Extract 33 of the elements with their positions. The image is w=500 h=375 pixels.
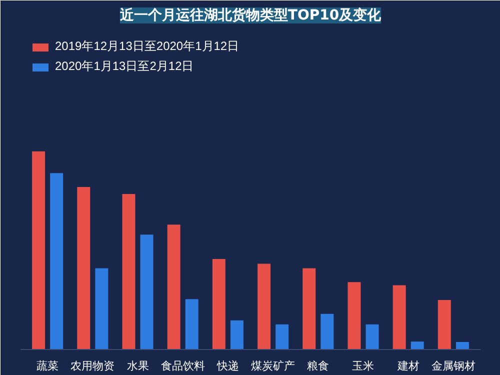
bar xyxy=(438,300,451,350)
bar xyxy=(320,314,334,350)
bar xyxy=(185,299,198,350)
x-tick-label: 玉米 xyxy=(352,360,374,372)
bar xyxy=(140,234,154,350)
bar xyxy=(348,282,361,350)
x-tick-label: 煤炭矿产 xyxy=(251,360,296,372)
x-tick-label: 农用物资 xyxy=(70,360,115,372)
bar xyxy=(32,151,46,350)
x-tick-label: 快递 xyxy=(216,360,239,372)
bar xyxy=(258,264,271,350)
x-tick-label: 蔬菜 xyxy=(36,360,59,372)
bar xyxy=(122,194,136,350)
bar xyxy=(392,285,406,350)
x-tick-label: 食品饮料 xyxy=(160,360,205,372)
x-tick-label: 水果 xyxy=(126,360,149,372)
bar xyxy=(366,324,379,350)
x-tick-label: 金属钢材 xyxy=(431,360,476,372)
chart-title: 近一个月运往湖北货物类型TOP10及变化 xyxy=(118,6,382,24)
legend-label: 2020年1月13日至2月12日 xyxy=(55,58,194,75)
bar xyxy=(456,342,469,350)
bar xyxy=(50,173,64,350)
bar xyxy=(77,187,90,350)
bar xyxy=(95,268,108,350)
bar xyxy=(167,224,180,350)
x-tick-label: 建材 xyxy=(396,360,420,372)
bar xyxy=(276,324,289,350)
bar xyxy=(410,342,424,350)
bar xyxy=(302,268,316,350)
legend-label: 2019年12月13日至2020年1月12日 xyxy=(55,38,240,55)
bar xyxy=(212,258,226,350)
x-tick-label: 粮食 xyxy=(307,360,330,372)
bar xyxy=(230,320,244,350)
